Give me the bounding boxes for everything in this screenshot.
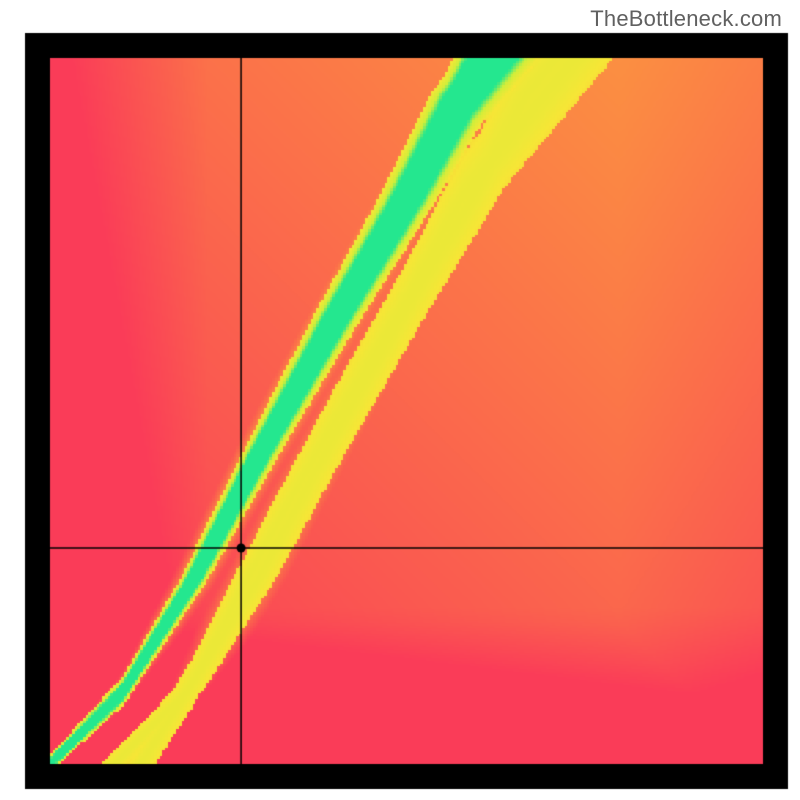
watermark-text: TheBottleneck.com (590, 6, 782, 32)
chart-container: TheBottleneck.com (0, 0, 800, 800)
bottleneck-heatmap (0, 0, 800, 800)
